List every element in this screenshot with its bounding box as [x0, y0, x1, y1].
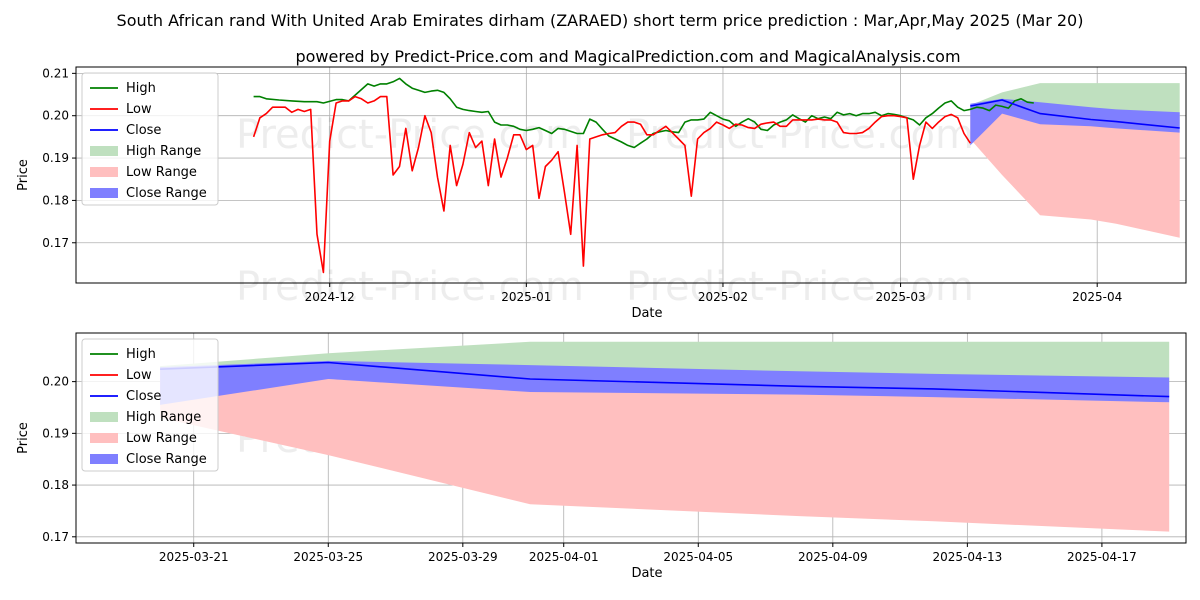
legend-swatch-high-range [90, 412, 118, 422]
y-axis-label: Price [16, 159, 31, 191]
legend-label-low: Low [126, 368, 152, 383]
close-range-band [970, 98, 1180, 146]
x-tick-label: 2025-03 [876, 290, 926, 304]
legend-label-low-range: Low Range [126, 431, 197, 446]
x-axis-label: Date [631, 566, 662, 581]
legend-swatch-low-range [90, 433, 118, 443]
y-tick-label: 0.17 [42, 530, 69, 544]
x-tick-label: 2025-03-21 [159, 550, 229, 564]
legend-swatch-low-range [90, 167, 118, 177]
legend-swatch-high-range [90, 146, 118, 156]
chart-title: South African rand With United Arab Emir… [117, 11, 1084, 30]
x-tick-label: 2025-03-25 [293, 550, 363, 564]
chart-subtitle: powered by Predict-Price.com and Magical… [295, 47, 960, 66]
plot-area [160, 341, 1170, 532]
legend-label-close-range: Close Range [126, 186, 207, 201]
legend-label-high: High [126, 81, 156, 96]
low-range-band [160, 369, 1170, 532]
x-tick-label: 2025-04-05 [663, 550, 733, 564]
legend-label-high-range: High Range [126, 410, 201, 425]
panel-forecast: Predict-Price.comPredict-Price.com2025-0… [16, 332, 1187, 581]
y-tick-label: 0.17 [42, 236, 69, 250]
watermark-text: Predict-Price.com [626, 264, 974, 310]
x-tick-label: 2025-01 [501, 290, 551, 304]
legend-swatch-close-range [90, 188, 118, 198]
close-forecast-line [160, 361, 1170, 398]
x-tick-label: 2025-04 [1072, 290, 1122, 304]
high-series-line [253, 77, 1034, 149]
x-axis-label: Date [631, 306, 662, 321]
low-range-band [970, 106, 1180, 238]
legend-label-low-range: Low Range [126, 165, 197, 180]
legend-label-close-range: Close Range [126, 452, 207, 467]
x-tick-label: 2024-12 [305, 290, 355, 304]
axes-frame [75, 332, 1187, 544]
watermark-text: Predict-Price.com [236, 112, 584, 158]
y-tick-label: 0.18 [42, 478, 69, 492]
legend-label-close: Close [126, 123, 161, 138]
y-tick-label: 0.19 [42, 426, 69, 440]
x-tick-label: 2025-02 [698, 290, 748, 304]
legend-label-high: High [126, 347, 156, 362]
legend-label-high-range: High Range [126, 144, 201, 159]
y-axis-label: Price [16, 422, 31, 454]
plot-area [252, 77, 1180, 274]
x-tick-label: 2025-04-13 [932, 550, 1002, 564]
x-tick-label: 2025-03-29 [428, 550, 498, 564]
y-tick-label: 0.21 [42, 66, 69, 80]
legend-label-close: Close [126, 389, 161, 404]
x-tick-label: 2025-04-17 [1067, 550, 1137, 564]
panel-history: Predict-Price.com Predict-Price.comPredic… [16, 66, 1187, 321]
y-tick-label: 0.20 [42, 375, 69, 389]
y-tick-label: 0.19 [42, 151, 69, 165]
low-series-line [252, 95, 971, 274]
x-tick-label: 2025-04-09 [798, 550, 868, 564]
y-tick-label: 0.18 [42, 193, 69, 207]
x-tick-label: 2025-04-01 [529, 550, 599, 564]
close-forecast-line [970, 99, 1180, 129]
axes-frame [75, 66, 1187, 284]
legend-label-low: Low [126, 102, 152, 117]
legend-swatch-close-range [90, 454, 118, 464]
y-tick-label: 0.20 [42, 109, 69, 123]
